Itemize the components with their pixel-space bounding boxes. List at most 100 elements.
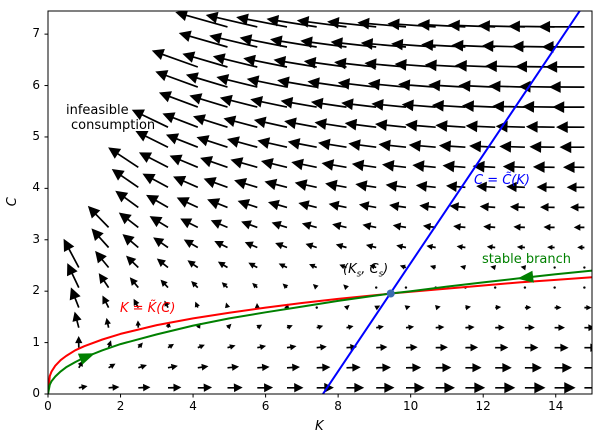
quiver-dot (493, 286, 497, 289)
quiver-arrow (286, 383, 304, 393)
quiver-arrow (214, 240, 228, 249)
quiver-arrow (435, 324, 445, 331)
quiver-arrow (343, 304, 350, 311)
quiver-arrow (554, 304, 562, 311)
quiver-arrow (328, 200, 347, 211)
quiver-arrow (151, 48, 199, 68)
quiver-arrow (412, 160, 436, 173)
quiver-arrow (483, 223, 496, 231)
quiver-arrow (252, 282, 258, 289)
quiver-arrow (465, 363, 482, 373)
quiver-arrow (374, 305, 381, 311)
vector-field (63, 11, 592, 394)
quiver-arrow (543, 223, 555, 231)
quiver-arrow (316, 363, 331, 372)
axes-spines (47, 10, 593, 395)
quiver-arrow (312, 284, 319, 290)
quiver-arrow (495, 304, 502, 311)
quiver-arrow (405, 324, 415, 331)
quiver-arrow (362, 222, 377, 231)
quiver-arrow (506, 181, 525, 193)
quiver-arrow (135, 320, 141, 328)
quiver-arrow (227, 344, 236, 350)
quiver-arrow (469, 140, 496, 153)
quiver-arrow (341, 98, 377, 111)
quiver-arrow (108, 384, 120, 391)
quiver-arrow (138, 383, 151, 392)
quiver-arrow (98, 273, 110, 289)
quiver-arrow (490, 265, 497, 271)
quiver-arrow (559, 141, 585, 154)
quiver-arrow (226, 136, 258, 149)
y-tick-label: 7 (32, 26, 40, 41)
quiver-arrow (280, 96, 317, 109)
quiver-arrow (189, 93, 228, 108)
quiver-arrow (137, 342, 143, 349)
quiver-arrow (146, 194, 169, 209)
infeasible-label-line2: consumption (71, 118, 156, 134)
quiver-arrow (187, 260, 199, 269)
quiver-arrow (545, 61, 585, 73)
quiver-dot (583, 266, 586, 269)
quiver-arrow (244, 241, 258, 250)
quiver-arrow (91, 228, 110, 249)
quiver-arrow (207, 198, 228, 210)
quiver-arrow (367, 78, 407, 91)
quiver-arrow (495, 343, 509, 352)
y-tick-label: 2 (32, 283, 40, 298)
quiver-arrow (196, 135, 228, 149)
quiver-arrow (275, 242, 288, 250)
quiver-arrow (138, 364, 147, 370)
quiver-arrow (227, 383, 243, 393)
quiver-arrow (310, 97, 347, 110)
x-tick-label: 12 (475, 399, 491, 413)
quiver-arrow (108, 363, 116, 369)
quiver-arrow (540, 202, 555, 212)
quiver-arrow (183, 239, 199, 249)
quiver-arrow (316, 324, 324, 330)
quiver-arrow (502, 161, 525, 173)
quiver-arrow (419, 201, 436, 212)
quiver-arrow (355, 180, 377, 192)
quiver-arrow (185, 72, 228, 88)
quiver-arrow (584, 386, 592, 389)
quiver-arrow (155, 70, 199, 88)
quiver-arrow (176, 197, 199, 209)
quiver-arrow (287, 138, 317, 150)
quiver-arrow (346, 324, 354, 330)
quiver-arrow (225, 302, 231, 309)
quiver-arrow (291, 158, 317, 171)
quiver-arrow (223, 115, 258, 129)
x-tick-label: 4 (189, 399, 197, 413)
quiver-arrow (191, 281, 199, 289)
y-tick-label: 3 (32, 231, 40, 246)
quiver-arrow (67, 263, 80, 288)
quiver-dot (404, 286, 408, 289)
quiver-arrow (142, 173, 169, 189)
quiver-arrow (156, 258, 169, 269)
quiver-arrow (236, 13, 288, 28)
quiver-arrow (108, 147, 139, 169)
steady-state-label-sub: s (356, 269, 362, 280)
quiver-arrow (138, 152, 169, 169)
stable-branch-label: stable branch (482, 252, 572, 267)
quiver-arrow (376, 324, 384, 331)
quiver-arrow (135, 131, 169, 148)
y-tick-label: 6 (32, 77, 40, 92)
quiver-arrow (554, 324, 566, 331)
quiver-arrow (286, 324, 293, 330)
quiver-arrow (405, 119, 436, 132)
quiver-arrow (346, 363, 361, 372)
quiver-arrow (532, 161, 555, 173)
quiver-arrow (584, 343, 592, 352)
quiver-arrow (260, 158, 288, 170)
quiver-arrow (435, 382, 456, 394)
quiver-arrow (203, 177, 228, 189)
quiver-arrow (435, 363, 452, 373)
quiver-arrow (554, 343, 569, 352)
quiver-arrow (465, 343, 479, 352)
quiver-arrow (453, 223, 466, 231)
quiver-arrow (230, 157, 258, 169)
